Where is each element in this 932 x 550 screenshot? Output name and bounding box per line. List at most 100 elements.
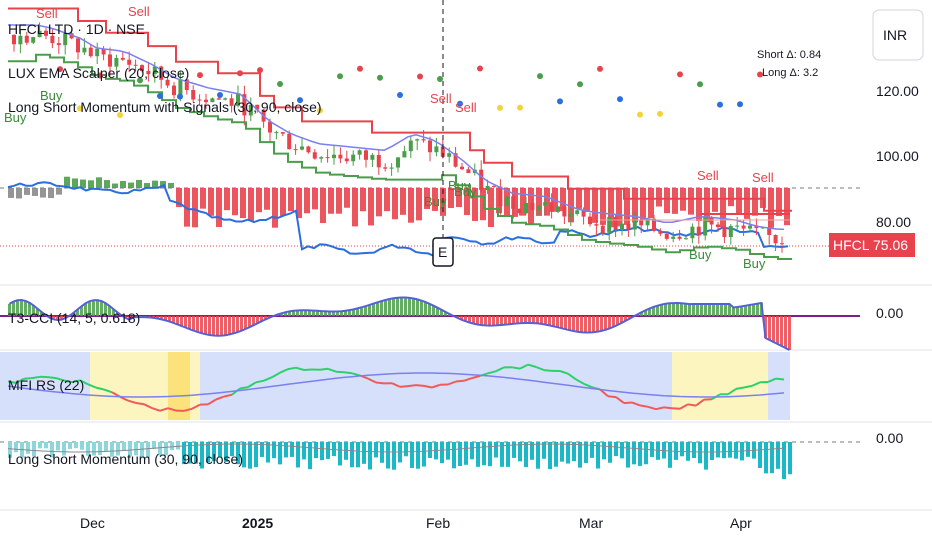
cci-bar	[352, 309, 355, 316]
price-tick-100: 100.00	[876, 148, 919, 164]
cci-bar	[548, 316, 551, 326]
momentum-bar	[696, 188, 702, 222]
momentum-bar	[608, 188, 614, 228]
indicator-lsm-signals-label[interactable]: Long Short Momentum with Signals (30, 90…	[8, 99, 322, 115]
mfi-segment	[271, 371, 281, 379]
cci-bar	[564, 316, 567, 330]
cci-bar	[604, 316, 607, 330]
lsm-label[interactable]: Long Short Momentum (30, 90, close)	[8, 451, 243, 467]
candle-body	[504, 196, 509, 207]
momentum-bar	[392, 188, 398, 220]
lsm-bar	[728, 442, 732, 458]
momentum-bar	[776, 188, 782, 217]
cci-bar	[520, 316, 523, 324]
cci-bar	[668, 303, 671, 316]
cci-bar	[608, 316, 611, 329]
cci-bar	[292, 310, 295, 316]
mfi-segment	[295, 366, 305, 371]
candle-body	[549, 202, 554, 212]
mfi-segment	[247, 381, 257, 388]
cci-bar	[200, 316, 203, 334]
mfi-segment	[103, 388, 113, 394]
indicator-lux-ema-label[interactable]: LUX EMA Scalper (20, close)	[8, 65, 189, 81]
cci-bar	[728, 304, 731, 316]
cci-bar	[304, 310, 307, 316]
sell-signal: Sell	[752, 170, 774, 185]
momentum-bar	[216, 188, 222, 228]
momentum-bar	[296, 188, 302, 219]
symbol-title[interactable]: HFCL LTD · 1D · NSE	[8, 21, 145, 37]
event-marker-text: E	[438, 244, 447, 260]
candle-body	[434, 146, 439, 153]
cci-bar	[652, 307, 655, 316]
cci-bar	[532, 316, 535, 324]
lsm-bar	[596, 442, 600, 469]
cci-bar	[376, 302, 379, 316]
momentum-bar	[472, 188, 478, 221]
currency-button[interactable]	[872, 9, 924, 61]
lsm-bar	[308, 442, 312, 470]
cci-bar	[212, 316, 215, 336]
lsm-bar	[206, 442, 210, 463]
mfi-segment	[775, 377, 785, 381]
cci-bar	[192, 316, 195, 331]
lsm-bar	[200, 442, 204, 469]
lsm-bar	[14, 442, 18, 453]
candle-body	[197, 99, 202, 101]
mfi-segment	[15, 377, 25, 384]
main-price-pane[interactable]	[7, 7, 792, 260]
mfi-rs-pane[interactable]	[0, 352, 790, 420]
lsm-bar	[602, 442, 606, 460]
candle-body	[575, 210, 580, 214]
cci-bar	[180, 316, 183, 326]
lsm-bar	[98, 442, 102, 455]
cci-bar	[536, 316, 539, 324]
candle-body	[306, 146, 311, 153]
momentum-bar	[368, 188, 374, 226]
momentum-bar	[520, 188, 526, 216]
cci-bar	[80, 306, 83, 316]
lsm-bar	[230, 442, 234, 457]
candle-body	[383, 167, 388, 169]
momentum-bar	[320, 188, 326, 224]
cci-bar	[380, 301, 383, 316]
lsm-bar	[620, 442, 624, 459]
lsm-bar	[560, 442, 564, 462]
momentum-bar	[728, 188, 734, 207]
momentum-bar	[544, 188, 550, 216]
scalper-dot	[297, 97, 303, 104]
mfi-segment	[391, 382, 401, 388]
cci-bar	[744, 305, 747, 316]
cci-bar	[508, 316, 511, 325]
cci-bar	[224, 316, 227, 336]
mfi-segment	[223, 393, 233, 398]
cci-bar	[240, 316, 243, 331]
long-short-momentum-pane[interactable]	[7, 442, 792, 480]
t3-cci-pane[interactable]	[0, 296, 860, 351]
mfi-segment	[399, 385, 409, 388]
candle-body	[492, 185, 496, 187]
mfi-segment	[455, 379, 465, 383]
mfi-segment	[47, 376, 57, 380]
event-marker[interactable]	[432, 237, 454, 267]
lsm-bar	[116, 442, 120, 456]
mfi-segment	[319, 367, 329, 371]
cci-bar	[388, 299, 391, 316]
mfi-segment	[535, 366, 545, 372]
cci-bar	[704, 304, 707, 316]
cci-bar	[664, 303, 667, 316]
t3-cci-label[interactable]: T3-CCI (14, 5, 0.618)	[8, 310, 140, 326]
mfi-segment	[687, 403, 697, 407]
scalper-dot	[237, 70, 243, 77]
candle-body	[300, 146, 304, 150]
mfi-rs-label[interactable]: MFI RS (22)	[8, 377, 84, 393]
momentum-bar	[536, 188, 542, 216]
momentum-bar	[624, 188, 630, 225]
cci-bar	[688, 304, 691, 316]
momentum-bar	[592, 188, 598, 223]
momentum-bar	[648, 188, 654, 219]
cci-bar	[540, 316, 543, 324]
cci-bar	[324, 311, 327, 316]
lsm-bar	[152, 442, 156, 449]
